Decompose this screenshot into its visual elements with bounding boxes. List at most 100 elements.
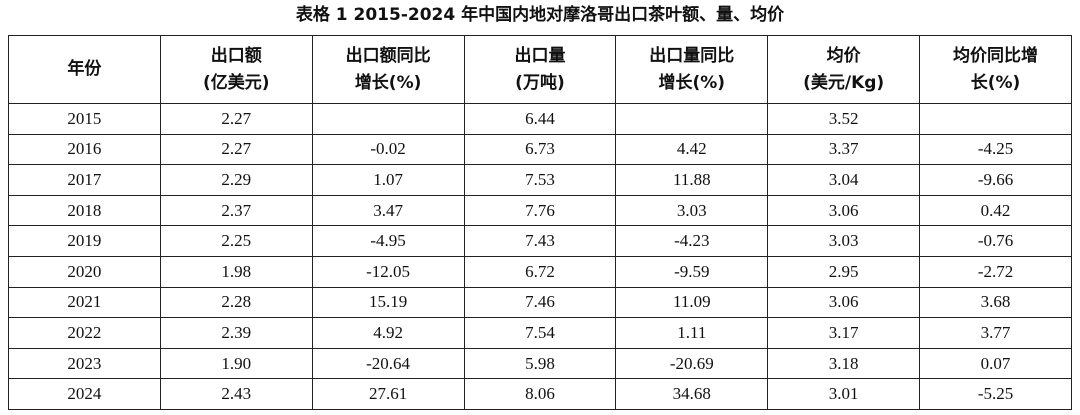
table-cell: 3.06	[767, 194, 921, 227]
table-cell: 3.06	[767, 286, 921, 319]
table-body: 2015 2.27 6.44 3.52 2016 2.27 -0.02 6.73 4.42 3.3…	[8, 103, 1072, 410]
table-row: 2015 2.27 6.44 3.52	[8, 103, 1072, 135]
table-cell: 2020	[8, 255, 161, 288]
table-cell: -20.64	[311, 347, 465, 380]
table-cell: 2024	[8, 378, 161, 410]
table-row: 2023 1.90 -20.64 5.98 -20.69 3.18 0.07	[8, 347, 1072, 380]
table-cell: 0.07	[919, 347, 1072, 380]
header-line: 出口量	[514, 45, 566, 66]
table-cell: 3.77	[919, 317, 1072, 349]
table-cell: -4.95	[311, 225, 465, 257]
table-row: 2019 2.25 -4.95 7.43 -4.23 3.03 -0.76	[8, 225, 1072, 257]
table-row: 2024 2.43 27.61 8.06 34.68 3.01 -5.25	[8, 378, 1072, 410]
header-cell: 年份	[8, 35, 161, 104]
table-row: 2020 1.98 -12.05 6.72 -9.59 2.95 -2.72	[8, 255, 1072, 288]
table-cell: 2.27	[159, 103, 313, 135]
table-cell: 3.03	[767, 225, 921, 257]
table-row: 2022 2.39 4.92 7.54 1.11 3.17 3.77	[8, 317, 1072, 349]
table-title: 表格 1 2015-2024 年中国内地对摩洛哥出口茶叶额、量、均价	[295, 5, 785, 25]
header-line: (美元/Kg)	[803, 72, 885, 93]
header-line: 出口量同比	[649, 45, 735, 66]
table-cell: -12.05	[311, 255, 465, 288]
table-cell: 2016	[8, 133, 161, 166]
table-cell: 6.72	[463, 255, 617, 288]
table-cell: 2019	[8, 225, 161, 257]
table-cell: 1.07	[311, 164, 465, 196]
header-cell: 出口量同比增长(%)	[615, 35, 769, 104]
header-cell: 出口额同比增长(%)	[311, 35, 465, 104]
table-cell: 7.53	[463, 164, 617, 196]
table-cell: 6.73	[463, 133, 617, 166]
table-cell: 3.47	[311, 194, 465, 227]
table-cell	[919, 103, 1072, 135]
table-cell: 3.68	[919, 286, 1072, 319]
table-cell: 3.52	[767, 103, 921, 135]
table-row: 2017 2.29 1.07 7.53 11.88 3.04 -9.66	[8, 164, 1072, 196]
header-cell: 均价 (美元/Kg)	[767, 35, 921, 104]
table-cell: -0.02	[311, 133, 465, 166]
table-row: 2021 2.28 15.19 7.46 11.09 3.06 3.68	[8, 286, 1072, 319]
table-cell: 2017	[8, 164, 161, 196]
table-cell: -9.66	[919, 164, 1072, 196]
table-cell: 7.76	[463, 194, 617, 227]
table-cell: 2023	[8, 347, 161, 380]
table-cell	[615, 103, 769, 135]
table-cell: 7.54	[463, 317, 617, 349]
header-line: (亿美元)	[202, 72, 270, 93]
table-cell: 2.27	[159, 133, 313, 166]
header-line: 增长(%)	[658, 72, 726, 93]
table-cell: 4.92	[311, 317, 465, 349]
table-cell: 27.61	[311, 378, 465, 410]
table-cell: -5.25	[919, 378, 1072, 410]
table-cell: 2022	[8, 317, 161, 349]
header-cell: 出口额 (亿美元)	[159, 35, 313, 104]
table-cell: 3.04	[767, 164, 921, 196]
header-line: 出口额	[210, 45, 262, 66]
table-cell: 3.17	[767, 317, 921, 349]
table-cell: 0.42	[919, 194, 1072, 227]
table-cell: 11.09	[615, 286, 769, 319]
header-line: 均价同比增	[953, 45, 1039, 66]
header-line: 增长(%)	[354, 72, 422, 93]
table-cell: 4.42	[615, 133, 769, 166]
table-cell: 8.06	[463, 378, 617, 410]
table-cell: 2.28	[159, 286, 313, 319]
table-cell: 3.37	[767, 133, 921, 166]
table-cell: -20.69	[615, 347, 769, 380]
table-cell: -9.59	[615, 255, 769, 288]
header-line: 出口额同比	[345, 45, 431, 66]
table-row: 2016 2.27 -0.02 6.73 4.42 3.37 -4.25	[8, 133, 1072, 166]
table-cell: 11.88	[615, 164, 769, 196]
header-row: 年份 出口额 (亿美元) 出口额同比 增长(%) 出口量 (万吨) 出口量同比 增长(%) 均价 (…	[8, 35, 1072, 104]
table-cell: 1.11	[615, 317, 769, 349]
table-cell: 2018	[8, 194, 161, 227]
table-cell: 5.98	[463, 347, 617, 380]
table-cell: 34.68	[615, 378, 769, 410]
table-cell	[311, 103, 465, 135]
table-cell: -0.76	[919, 225, 1072, 257]
table-cell: 2.37	[159, 194, 313, 227]
table-cell: 2.43	[159, 378, 313, 410]
table-cell: 7.43	[463, 225, 617, 257]
table-cell: 2021	[8, 286, 161, 319]
table-cell: -4.23	[615, 225, 769, 257]
header-line: 长(%)	[970, 72, 1021, 93]
table-cell: 7.46	[463, 286, 617, 319]
table-cell: 6.44	[463, 103, 617, 135]
table-cell: 3.03	[615, 194, 769, 227]
table-cell: 2.39	[159, 317, 313, 349]
header-line: 均价	[826, 45, 861, 66]
header-cell: 均价同比增长(%)	[919, 35, 1072, 104]
table-cell: 2.29	[159, 164, 313, 196]
table-cell: 1.90	[159, 347, 313, 380]
data-table: 年份 出口额 (亿美元) 出口额同比 增长(%) 出口量 (万吨) 出口量同比 增长(%) 均价 (…	[8, 35, 1072, 410]
table-cell: -2.72	[919, 255, 1072, 288]
table-cell: 2.95	[767, 255, 921, 288]
header-line: 年份	[67, 59, 102, 79]
table-cell: 2.25	[159, 225, 313, 257]
table-cell: 1.98	[159, 255, 313, 288]
table-cell: 3.01	[767, 378, 921, 410]
table-cell: 2015	[8, 103, 161, 135]
table-row: 2018 2.37 3.47 7.76 3.03 3.06 0.42	[8, 194, 1072, 227]
